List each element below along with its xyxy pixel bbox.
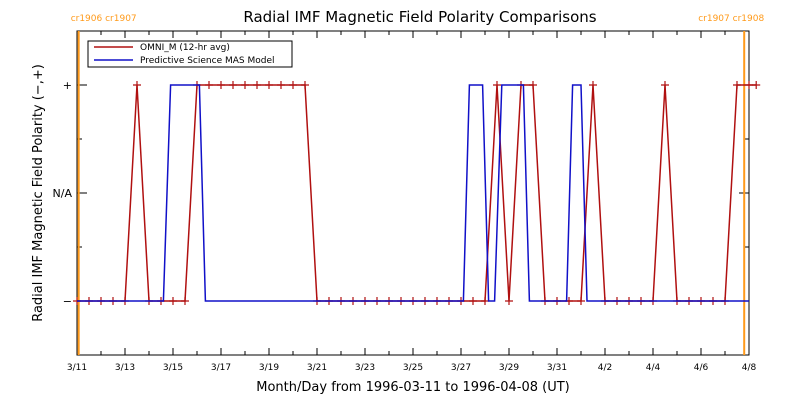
omni-data-point (289, 81, 297, 89)
x-tick-label: 3/19 (259, 363, 279, 373)
x-tick-label: 3/13 (115, 363, 135, 373)
x-tick-label: 3/29 (499, 363, 519, 373)
omni-data-point (481, 297, 489, 305)
x-tick-label: 3/31 (547, 363, 567, 373)
omni-data-point (241, 81, 249, 89)
x-tick-label: 3/17 (211, 363, 231, 373)
omni-data-point (301, 81, 309, 89)
y-tick-label: − (63, 295, 72, 308)
omni-data-point (733, 81, 741, 89)
omni-series-line (77, 84, 757, 302)
legend: OMNI_M (12-hr avg) Predictive Science MA… (87, 40, 293, 68)
x-tick-label: 3/15 (163, 363, 183, 373)
x-tick-label: 3/21 (307, 363, 327, 373)
omni-data-point (505, 297, 513, 305)
x-tick-label: 3/23 (355, 363, 375, 373)
x-tick-label: 4/2 (598, 363, 612, 373)
x-tick-label: 3/25 (403, 363, 423, 373)
omni-data-point (589, 81, 597, 89)
x-tick-label: 4/4 (646, 363, 661, 373)
x-tick-label: 3/27 (451, 363, 471, 373)
x-tick-label: 4/6 (694, 363, 709, 373)
omni-data-point (752, 81, 761, 89)
plot-area (76, 30, 750, 356)
omni-data-point (745, 81, 753, 89)
carrington-label: cr1906 cr1907 (71, 14, 137, 24)
omni-data-point (277, 81, 285, 89)
omni-data-point (217, 81, 225, 89)
carrington-label: cr1907 cr1908 (698, 14, 764, 24)
x-tick-label: 4/8 (742, 363, 757, 373)
legend-box (87, 40, 293, 68)
omni-data-point (253, 81, 261, 89)
omni-data-point (133, 81, 141, 89)
y-tick-label: N/A (53, 187, 73, 200)
x-tick-label: 3/11 (67, 363, 87, 373)
y-axis-label: Radial IMF Magnetic Field Polarity (−,+) (31, 64, 46, 322)
legend-label-mas: Predictive Science MAS Model (140, 56, 275, 66)
omni-data-point (493, 81, 501, 89)
legend-label-omni: OMNI_M (12-hr avg) (140, 43, 230, 53)
omni-data-point (169, 297, 177, 305)
omni-data-point (577, 297, 585, 305)
y-tick-label: + (63, 79, 72, 92)
chart-title: Radial IMF Magnetic Field Polarity Compa… (243, 8, 596, 26)
omni-data-point (265, 81, 273, 89)
omni-data-point (205, 81, 213, 89)
omni-data-point (229, 81, 237, 89)
omni-data-point (529, 81, 537, 89)
omni-data-point (469, 297, 477, 305)
mas-series-line (77, 84, 749, 302)
series-lines (73, 81, 761, 305)
omni-data-point (661, 81, 669, 89)
axes: 3/11 3/13 3/15 3/17 3/19 3/21 3/23 3/25 3/27 3/29… (53, 31, 757, 373)
x-axis-label: Month/Day from 1996-03-11 to 1996-04-08 … (256, 380, 569, 395)
omni-data-point (181, 297, 189, 305)
